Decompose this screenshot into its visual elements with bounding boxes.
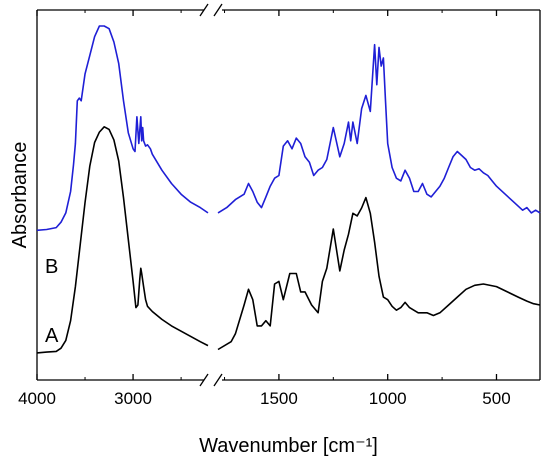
axis-break-mark <box>213 3 223 17</box>
x-tick-label-500: 500 <box>482 389 510 408</box>
y-axis-title: Absorbance <box>9 142 31 249</box>
axis-break-mark <box>199 3 209 17</box>
series-line-b-segment-2 <box>217 43 541 214</box>
axis-break-mark <box>213 373 223 387</box>
series-line-b-segment-1 <box>36 25 209 232</box>
series-layer <box>36 25 541 354</box>
series-label-a: A <box>45 325 59 347</box>
axis-break-layer <box>199 3 223 387</box>
ticks-layer: 4000 3000 1500 1000 500 <box>18 10 511 408</box>
x-tick-label-1000: 1000 <box>369 389 407 408</box>
axis-break-mark <box>199 373 209 387</box>
plot-frame <box>36 9 541 381</box>
series-label-b: B <box>45 256 58 278</box>
x-axis-title: Wavenumber [cm⁻¹] <box>199 435 378 457</box>
x-tick-label-4000: 4000 <box>18 389 56 408</box>
series-labels-layer: A B <box>45 256 59 347</box>
series-line-a-segment-1 <box>36 126 209 354</box>
x-tick-label-1500: 1500 <box>260 389 298 408</box>
x-tick-label-3000: 3000 <box>114 389 152 408</box>
series-line-a-segment-2 <box>217 196 541 351</box>
